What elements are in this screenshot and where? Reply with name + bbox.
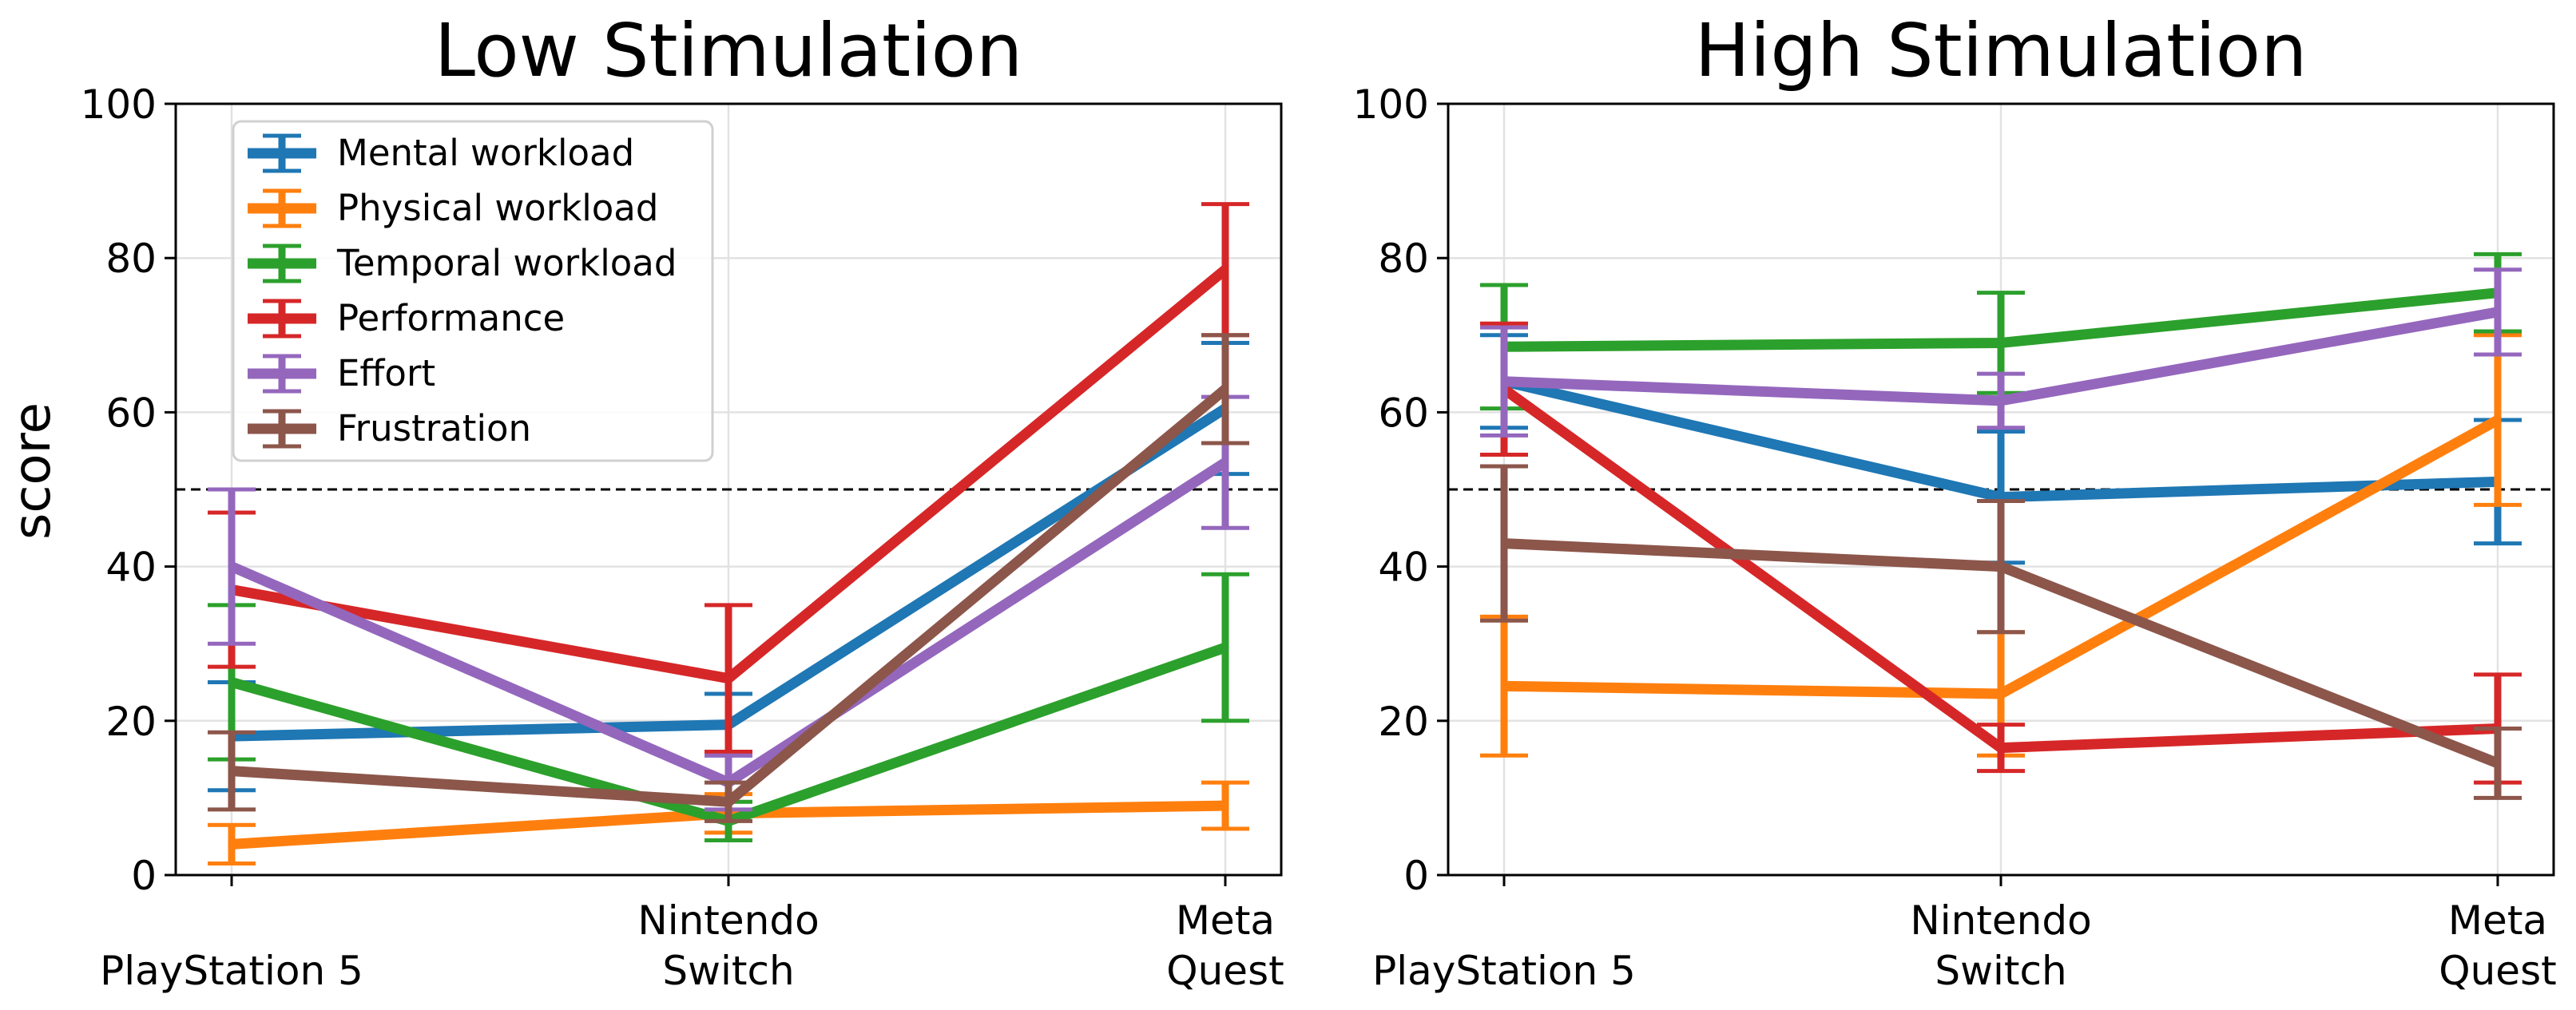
y-tick-label: 60 [105,390,157,436]
data-point [1222,386,1228,393]
data-point [1222,459,1228,466]
legend-item: Mental workload [248,132,634,174]
legend-label: Performance [337,297,565,339]
series-effort [1480,267,2522,438]
high-stimulation-panel: 0 20 40 60 80 100 PlayStation 5 Nintendo Switch M… [1353,8,2557,994]
data-point [1998,493,2004,501]
x-tick-label: Meta Quest [2439,897,2556,994]
data-point [1501,683,1507,690]
data-point [1998,397,2004,404]
data-point [1222,644,1228,652]
legend-label: Mental workload [337,132,634,174]
y-tick-label: 20 [105,699,157,745]
legend-label: Frustration [337,407,531,450]
series-frustration [1480,464,2522,800]
x-tick-label-line: Meta [1176,897,1275,944]
series-frustration [208,333,1249,823]
x-tick-label-line: Switch [662,948,794,994]
legend-label: Physical workload [337,187,658,229]
x-tick-label-line: Nintendo [1910,897,2091,944]
x-tick-label: Meta Quest [1166,897,1284,994]
data-point [228,767,235,774]
legend-item: Physical workload [248,187,658,229]
chart-title: High Stimulation [1695,8,2308,93]
legend-label: Temporal workload [336,242,677,284]
data-point [1998,744,2004,751]
data-point [2495,308,2501,315]
x-tick-label: Nintendo Switch [637,897,819,994]
y-tick-label: 40 [1378,545,1429,591]
legend-item: Frustration [248,407,531,450]
x-tick-label: PlayStation 5 [100,948,363,994]
x-tick-label-line: PlayStation 5 [100,948,363,994]
legend-item: Performance [248,297,565,339]
data-point [2495,417,2501,424]
low-stimulation-panel: 0 20 40 60 80 100 PlayStation 5 Nintendo Switch M… [81,8,1284,994]
x-tick-label-line: Quest [2439,948,2556,994]
data-point [1501,378,1507,385]
chart-title: Low Stimulation [435,8,1023,93]
x-tick-label-line: Meta [2448,897,2547,944]
data-point [1998,563,2004,570]
legend-box [232,120,714,462]
data-point [1222,266,1228,273]
y-tick-label: 80 [1378,236,1429,282]
data-point [228,679,235,686]
x-tick-label-line: Quest [1166,948,1284,994]
data-point [1998,690,2004,697]
y-tick-label: 20 [1378,699,1429,745]
data-point [725,798,732,806]
y-tick-label: 80 [105,236,157,282]
data-point [228,841,235,848]
y-tick-label: 100 [81,81,157,128]
y-axis-label: score [3,402,62,540]
y-tick-label: 40 [105,545,157,591]
data-point [1998,339,2004,347]
data-point [2495,759,2501,766]
x-tick-label: Nintendo Switch [1910,897,2091,994]
x-tick-label: PlayStation 5 [1372,948,1636,994]
x-tick-label-line: Nintendo [637,897,819,944]
y-tick-label: 0 [1403,853,1429,899]
y-tick-label: 60 [1378,390,1429,436]
x-tick-label-line: PlayStation 5 [1372,948,1636,994]
legend-label: Effort [337,352,435,394]
legend: Mental workload Physical workload Temporal… [232,120,714,462]
y-tick-label: 100 [1353,81,1429,128]
data-point [1222,802,1228,810]
legend-item: Effort [248,352,435,394]
data-point [228,563,235,570]
data-point [1501,540,1507,547]
x-tick-label-line: Switch [1935,948,2066,994]
y-tick-label: 0 [131,853,157,899]
data-point [725,675,732,682]
legend-item: Temporal workload [248,242,677,284]
